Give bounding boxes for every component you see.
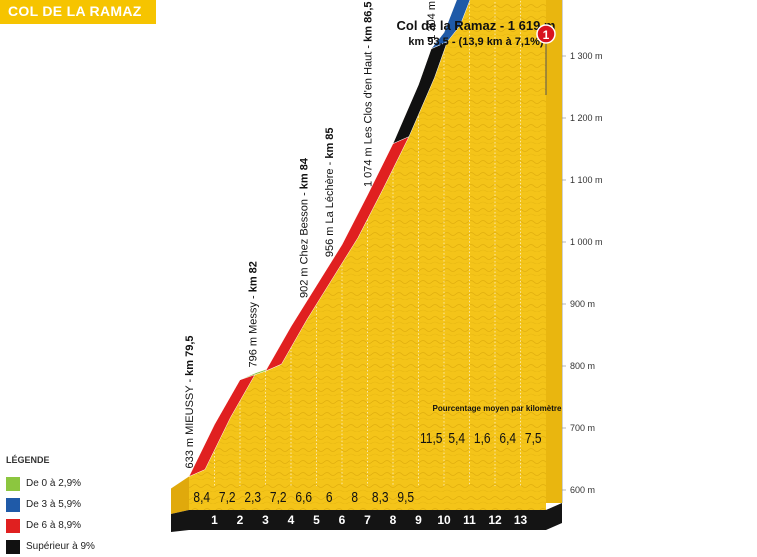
waypoint-km: km 84 bbox=[299, 157, 311, 189]
km-marker-label: 2 bbox=[237, 513, 244, 527]
summit-marker-number: 1 bbox=[543, 28, 550, 42]
gradient-label: 6 bbox=[326, 489, 333, 506]
waypoint-name: 1 074 m Les Clos d'en Haut - bbox=[363, 42, 375, 187]
km-marker-label: 13 bbox=[514, 513, 528, 527]
gradient-label: 8 bbox=[351, 489, 358, 506]
y-tick-label: 1 300 m bbox=[570, 51, 603, 61]
waypoint-km: km 86,5 bbox=[363, 1, 375, 41]
summit-detail: km 93,5 - (13,9 km à 7,1%) bbox=[408, 36, 543, 48]
gradient-label: 9,5 bbox=[397, 489, 414, 506]
km-marker-label: 3 bbox=[262, 513, 269, 527]
waypoint-label: 633 m MIEUSSY - km 79,5 bbox=[184, 335, 196, 468]
y-tick-label: 1 200 m bbox=[570, 113, 603, 123]
waypoint-km: km 82 bbox=[248, 261, 260, 292]
legend-label: De 6 à 8,9% bbox=[26, 520, 82, 531]
legend-swatch-blue bbox=[6, 497, 20, 512]
legend: LÉGENDE De 0 à 2,9% De 3 à 5,9% De 6 à 8… bbox=[6, 455, 156, 557]
km-marker-label: 9 bbox=[415, 513, 422, 527]
waypoint-name: 796 m Messy - bbox=[248, 292, 260, 367]
legend-swatch-red bbox=[6, 518, 20, 533]
km-marker-label: 6 bbox=[339, 513, 346, 527]
km-marker-label: 8 bbox=[390, 513, 397, 527]
km-band bbox=[171, 503, 562, 532]
gradient-label: 6,4 bbox=[499, 430, 516, 447]
legend-label: De 3 à 5,9% bbox=[26, 499, 82, 510]
y-tick-label: 1 000 m bbox=[570, 237, 603, 247]
waypoint-label: 1 074 m Les Clos d'en Haut - km 86,5 bbox=[363, 1, 375, 187]
gradient-label: 8,4 bbox=[193, 489, 210, 506]
gradient-label: 7,2 bbox=[270, 489, 287, 506]
waypoint-label: 902 m Chez Besson - km 84 bbox=[299, 157, 311, 298]
km-marker-label: 1 bbox=[211, 513, 218, 527]
waypoint-name: 956 m La Léchère - bbox=[324, 159, 336, 257]
legend-item-black: Supérieur à 9% bbox=[6, 536, 156, 557]
waypoint-label: 1 304 m Tunnel de Sommand - km 89 bbox=[426, 0, 438, 41]
y-tick-label: 800 m bbox=[570, 361, 595, 371]
waypoint-label: 956 m La Léchère - km 85 bbox=[324, 127, 336, 257]
legend-swatch-black bbox=[6, 539, 20, 554]
gradient-label: 7,2 bbox=[219, 489, 236, 506]
waypoint-km: km 79,5 bbox=[184, 335, 196, 375]
legend-item-red: De 6 à 8,9% bbox=[6, 515, 156, 536]
gradient-label: 1,6 bbox=[474, 430, 491, 447]
gradient-label: 2,3 bbox=[244, 489, 261, 506]
km-marker-label: 4 bbox=[288, 513, 295, 527]
terrain-side bbox=[171, 476, 189, 514]
km-marker-label: 5 bbox=[313, 513, 320, 527]
gradient-label: 8,3 bbox=[372, 489, 389, 506]
waypoint-name: 902 m Chez Besson - bbox=[299, 189, 311, 298]
km-marker-label: 7 bbox=[364, 513, 371, 527]
legend-label: De 0 à 2,9% bbox=[26, 478, 82, 489]
km-marker-label: 12 bbox=[488, 513, 502, 527]
y-tick-label: 1 100 m bbox=[570, 175, 603, 185]
y-tick-label: 900 m bbox=[570, 299, 595, 309]
gradient-label: 11,5 bbox=[420, 430, 442, 447]
legend-item-blue: De 3 à 5,9% bbox=[6, 494, 156, 515]
legend-item-green: De 0 à 2,9% bbox=[6, 473, 156, 494]
legend-label: Supérieur à 9% bbox=[26, 541, 95, 552]
gradient-label: 6,6 bbox=[295, 489, 312, 506]
waypoint-name: 633 m MIEUSSY - bbox=[184, 376, 196, 469]
y-tick-label: 700 m bbox=[570, 423, 595, 433]
gradient-label: 5,4 bbox=[448, 430, 465, 447]
avg-gradient-caption: Pourcentage moyen par kilomètre bbox=[433, 404, 562, 413]
summit-title: Col de la Ramaz - 1 619 m bbox=[397, 18, 556, 33]
gradient-segment bbox=[431, 0, 471, 49]
km-marker-label: 11 bbox=[463, 513, 476, 527]
waypoint-km: km 85 bbox=[324, 127, 336, 158]
km-marker-label: 10 bbox=[437, 513, 451, 527]
summit-marker-icon bbox=[536, 24, 556, 44]
legend-title: LÉGENDE bbox=[6, 455, 50, 465]
gradient-label: 7,5 bbox=[525, 430, 542, 447]
page-title: COL DE LA RAMAZ bbox=[8, 3, 142, 19]
title-banner: COL DE LA RAMAZ bbox=[0, 0, 156, 24]
legend-swatch-green bbox=[6, 476, 20, 491]
y-tick-label: 600 m bbox=[570, 485, 595, 495]
waypoint-label: 796 m Messy - km 82 bbox=[248, 261, 260, 367]
waypoint-name: 1 304 m Tunnel de Sommand - bbox=[426, 0, 438, 41]
